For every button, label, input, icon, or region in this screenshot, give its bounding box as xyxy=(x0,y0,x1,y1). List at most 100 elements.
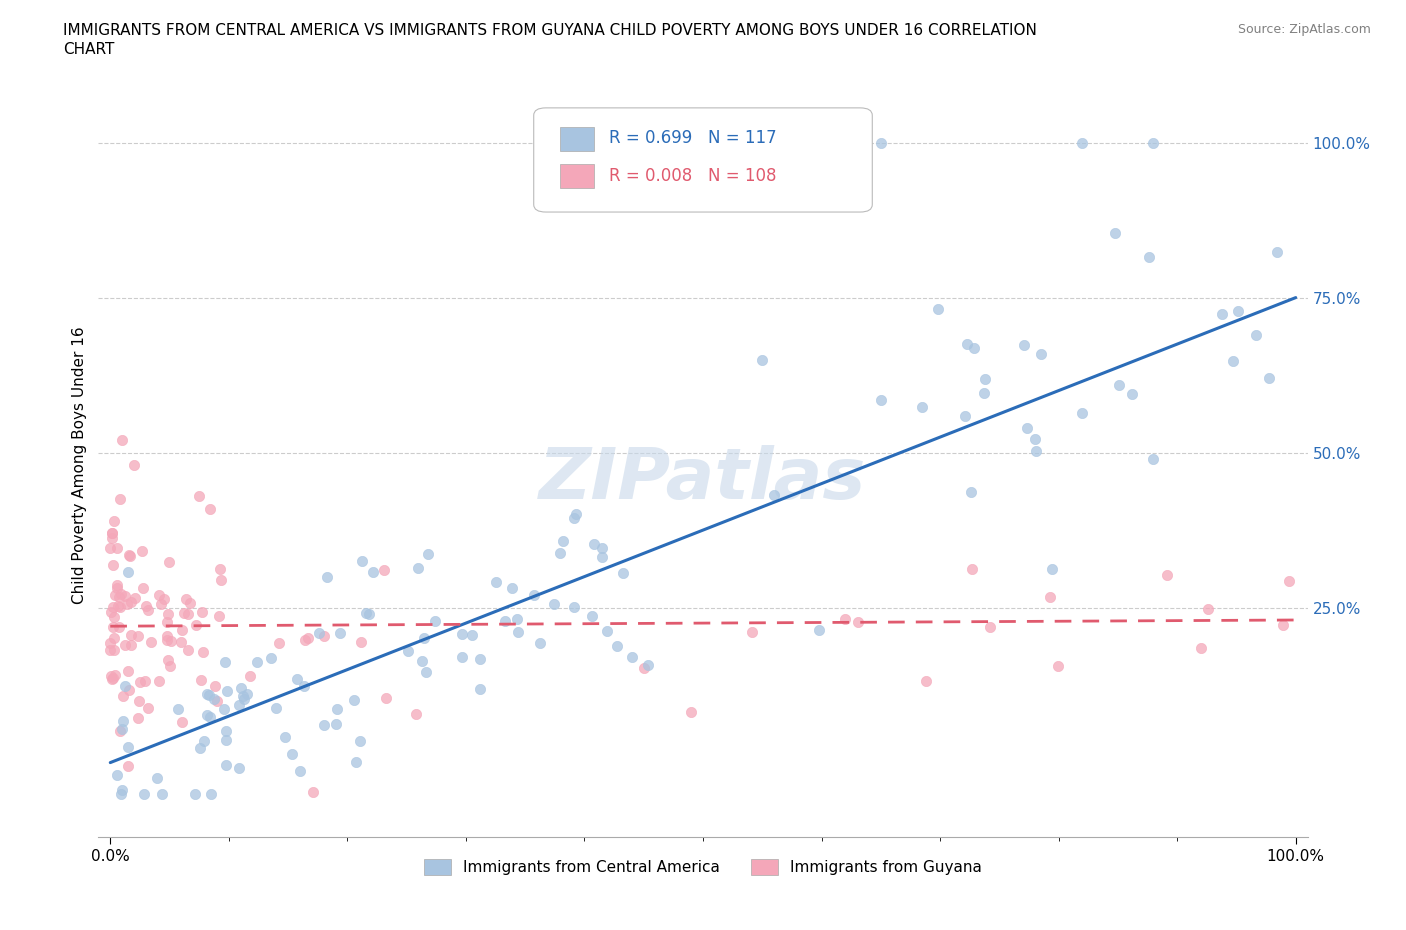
Point xyxy=(264,701,287,716)
Point xyxy=(562,600,585,615)
Point xyxy=(523,588,546,603)
Text: R = 0.699   N = 117: R = 0.699 N = 117 xyxy=(609,128,776,147)
Point xyxy=(911,399,934,414)
Point xyxy=(193,734,215,749)
Point xyxy=(325,716,347,731)
Point xyxy=(308,626,330,641)
Point xyxy=(974,372,997,387)
Point xyxy=(294,633,316,648)
Point xyxy=(198,710,221,724)
Point xyxy=(329,625,352,640)
Point xyxy=(846,615,869,630)
Point xyxy=(1222,354,1244,369)
Point xyxy=(166,701,188,716)
Point xyxy=(156,615,179,630)
Point xyxy=(494,613,516,628)
Point xyxy=(103,643,125,658)
Point xyxy=(1025,444,1047,458)
Point xyxy=(1265,245,1288,259)
Point xyxy=(129,674,152,689)
Text: R = 0.008   N = 108: R = 0.008 N = 108 xyxy=(609,167,776,185)
Point xyxy=(214,655,236,670)
Point xyxy=(111,432,134,447)
Point xyxy=(529,636,551,651)
Legend: Immigrants from Central America, Immigrants from Guyana: Immigrants from Central America, Immigra… xyxy=(418,853,988,882)
Point xyxy=(349,734,371,749)
Point xyxy=(170,634,193,649)
Point xyxy=(288,764,311,778)
Point xyxy=(1156,568,1178,583)
Point xyxy=(110,587,132,602)
Point xyxy=(156,633,179,648)
Point xyxy=(195,708,218,723)
Point xyxy=(215,758,238,773)
Point xyxy=(198,687,221,702)
Point xyxy=(108,599,131,614)
Point xyxy=(110,783,132,798)
Point xyxy=(228,698,250,712)
Point xyxy=(808,622,831,637)
Point xyxy=(1040,562,1063,577)
Point xyxy=(281,747,304,762)
Point xyxy=(962,340,984,355)
Point xyxy=(1189,641,1212,656)
Point xyxy=(1137,250,1160,265)
Point xyxy=(100,669,122,684)
Point xyxy=(100,604,122,619)
Point xyxy=(1024,432,1046,447)
Point xyxy=(1142,135,1164,150)
Point xyxy=(260,650,283,665)
Point xyxy=(215,684,238,698)
Point xyxy=(741,624,763,639)
Point xyxy=(326,701,349,716)
Y-axis label: Child Poverty Among Boys Under 16: Child Poverty Among Boys Under 16 xyxy=(72,326,87,604)
Point xyxy=(103,609,125,624)
Point xyxy=(127,711,149,725)
Point xyxy=(101,525,124,540)
Point xyxy=(960,562,983,577)
Point xyxy=(118,549,141,564)
Point xyxy=(105,540,128,555)
Point xyxy=(596,623,619,638)
Point xyxy=(191,604,214,619)
Point xyxy=(315,569,337,584)
Point xyxy=(204,691,226,706)
Point xyxy=(927,301,949,316)
Point xyxy=(751,352,773,367)
Point xyxy=(107,599,129,614)
Point xyxy=(869,135,891,150)
Point xyxy=(115,596,138,611)
Point xyxy=(415,665,437,680)
Point xyxy=(485,575,508,590)
Point xyxy=(159,554,181,569)
Point xyxy=(363,565,385,579)
Point xyxy=(208,562,231,577)
Point xyxy=(136,603,159,618)
Point xyxy=(1121,386,1143,401)
Point xyxy=(204,678,226,693)
Point xyxy=(132,786,155,801)
Point xyxy=(156,606,179,621)
Point xyxy=(637,658,659,672)
Point xyxy=(1197,602,1219,617)
Point xyxy=(170,715,193,730)
Point xyxy=(314,717,336,732)
Point xyxy=(110,724,132,738)
Point xyxy=(1012,338,1035,352)
Point xyxy=(233,691,256,706)
Point xyxy=(148,588,170,603)
Point xyxy=(177,607,200,622)
FancyBboxPatch shape xyxy=(534,108,872,212)
Point xyxy=(190,672,212,687)
Point xyxy=(111,713,134,728)
Point xyxy=(108,619,131,634)
Point xyxy=(101,671,124,686)
Point xyxy=(1039,590,1062,604)
Point xyxy=(139,634,162,649)
Point xyxy=(973,386,995,401)
Point xyxy=(103,558,125,573)
Point xyxy=(235,686,257,701)
Point xyxy=(118,683,141,698)
Point xyxy=(131,544,153,559)
Point xyxy=(103,513,125,528)
